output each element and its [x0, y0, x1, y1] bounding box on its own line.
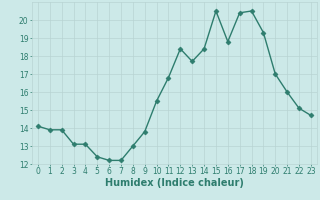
X-axis label: Humidex (Indice chaleur): Humidex (Indice chaleur) [105, 178, 244, 188]
